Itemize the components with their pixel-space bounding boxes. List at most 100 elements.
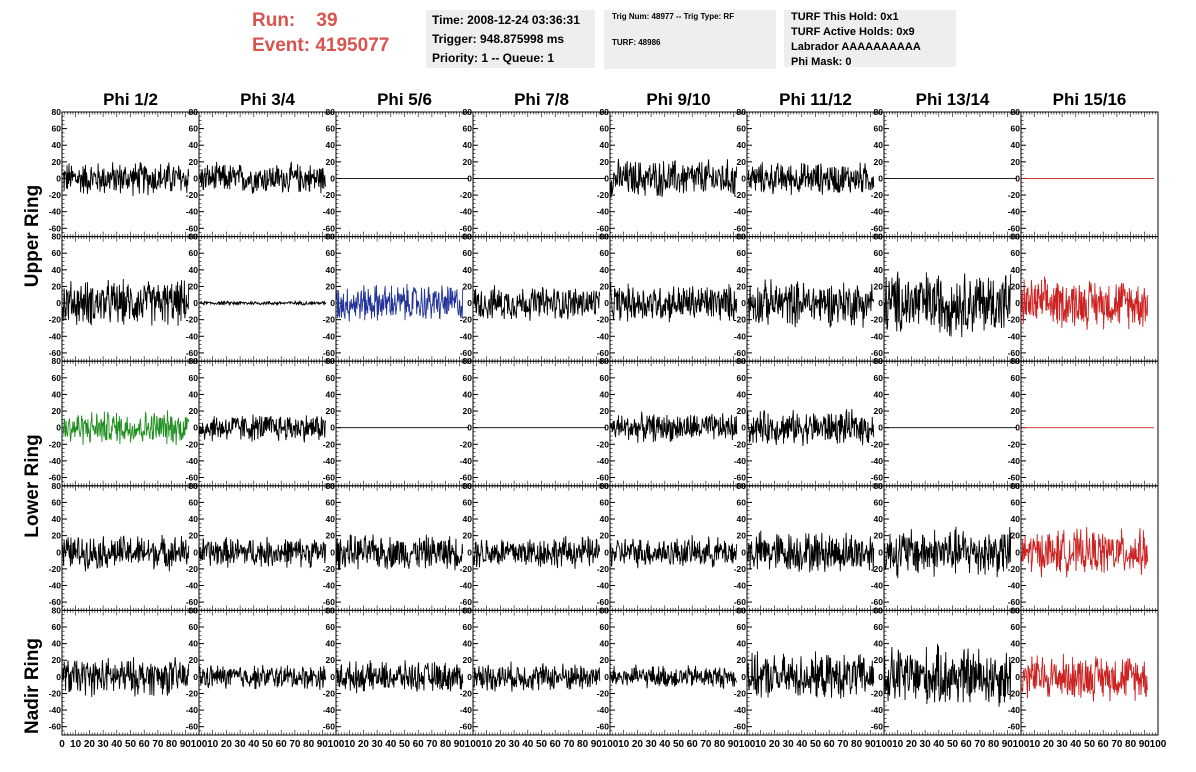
y-tick-label: -20 xyxy=(1008,439,1021,449)
y-tick-label: -40 xyxy=(734,456,747,466)
y-tick-label: 40 xyxy=(600,514,610,524)
panel-frame-r3-c8 xyxy=(1020,360,1159,487)
y-tick-label: 0 xyxy=(56,173,61,183)
waveform-r4-c4 xyxy=(473,535,601,569)
y-tick-label: 80 xyxy=(52,356,62,366)
y-tick-label: 40 xyxy=(52,639,62,649)
y-tick-label: 40 xyxy=(737,140,747,150)
y-tick-label: -60 xyxy=(460,223,473,233)
y-tick-label: 40 xyxy=(1011,514,1021,524)
y-tick-label: 80 xyxy=(874,356,884,366)
y-tick-label: -20 xyxy=(323,315,336,325)
y-tick-label: 60 xyxy=(52,497,62,507)
y-tick-label: 0 xyxy=(741,547,746,557)
y-tick-label: -40 xyxy=(734,580,747,590)
y-tick-label: 0 xyxy=(741,298,746,308)
y-tick-label: 40 xyxy=(463,140,473,150)
y-tick-label: 60 xyxy=(737,373,747,383)
turf-text: TURF: 48986 xyxy=(612,38,661,47)
y-tick-label: 20 xyxy=(326,531,336,541)
y-tick-label: 20 xyxy=(600,157,610,167)
waveform-r3-c5 xyxy=(610,411,738,443)
y-tick-label: 20 xyxy=(737,406,747,416)
y-tick-label: -40 xyxy=(460,207,473,217)
y-tick-label: -20 xyxy=(460,315,473,325)
y-tick-label: -40 xyxy=(871,331,884,341)
y-tick-label: 60 xyxy=(1011,124,1021,134)
y-tick-label: -40 xyxy=(1008,331,1021,341)
y-tick-label: -40 xyxy=(597,207,610,217)
y-tick-label: 40 xyxy=(189,140,199,150)
y-tick-label: 20 xyxy=(463,281,473,291)
y-tick-label: -20 xyxy=(186,439,199,449)
y-tick-label: -20 xyxy=(323,564,336,574)
y-tick-label: 80 xyxy=(326,232,336,242)
y-tick-label: 60 xyxy=(189,373,199,383)
y-tick-label: 20 xyxy=(874,281,884,291)
y-tick-label: 80 xyxy=(52,605,62,615)
panel-frame-r3-c4 xyxy=(472,360,611,487)
waveform-r1-c6 xyxy=(747,162,875,195)
run-label: Run: xyxy=(252,10,296,31)
y-tick-label: 20 xyxy=(189,531,199,541)
y-tick-label: 60 xyxy=(1011,497,1021,507)
y-tick-label: -40 xyxy=(871,207,884,217)
y-tick-label: -20 xyxy=(597,564,610,574)
y-tick-label: -60 xyxy=(1008,348,1021,358)
y-tick-label: -60 xyxy=(734,348,747,358)
y-tick-label: 0 xyxy=(604,173,609,183)
column-title-7: Phi 13/14 xyxy=(916,90,990,109)
y-tick-label: 60 xyxy=(463,124,473,134)
y-tick-label: -40 xyxy=(597,580,610,590)
y-tick-label: -20 xyxy=(49,190,62,200)
y-tick-label: 0 xyxy=(741,423,746,433)
y-tick-label: 60 xyxy=(189,497,199,507)
y-tick-label: 80 xyxy=(326,356,336,366)
y-tick-label: -20 xyxy=(1008,190,1021,200)
y-tick-label: 0 xyxy=(741,173,746,183)
y-tick-label: 60 xyxy=(326,497,336,507)
y-tick-label: -60 xyxy=(1008,472,1021,482)
panel-frame-r1-c4 xyxy=(472,111,611,238)
event-row: Event: 4195077 xyxy=(252,33,422,58)
y-tick-label: -60 xyxy=(597,597,610,607)
y-tick-label: 40 xyxy=(189,389,199,399)
y-tick-label: -20 xyxy=(871,315,884,325)
y-tick-label: 60 xyxy=(874,248,884,258)
run-row: Run: 39 xyxy=(252,8,422,33)
y-tick-label: 0 xyxy=(878,547,883,557)
y-tick-label: 0 xyxy=(1015,298,1020,308)
waveform-r4-c6 xyxy=(747,530,875,573)
y-tick-label: 20 xyxy=(600,531,610,541)
y-tick-label: 80 xyxy=(326,481,336,491)
y-tick-label: 20 xyxy=(874,531,884,541)
turf-this-hold-text: TURF This Hold: 0x1 xyxy=(791,11,899,23)
y-tick-label: -60 xyxy=(323,348,336,358)
y-tick-label: -40 xyxy=(49,705,62,715)
y-tick-label: 60 xyxy=(52,248,62,258)
y-tick-label: 40 xyxy=(189,514,199,524)
y-tick-label: 20 xyxy=(463,531,473,541)
y-tick-label: 60 xyxy=(600,373,610,383)
y-tick-label: -20 xyxy=(597,190,610,200)
y-tick-label: 20 xyxy=(737,157,747,167)
waveform-r2-c4 xyxy=(473,285,601,321)
y-tick-label: 80 xyxy=(189,356,199,366)
y-tick-label: -40 xyxy=(186,331,199,341)
y-tick-label: -60 xyxy=(871,223,884,233)
waveform-r2-c2 xyxy=(199,299,327,307)
y-tick-label: 60 xyxy=(737,124,747,134)
y-tick-label: 40 xyxy=(52,140,62,150)
y-tick-label: 0 xyxy=(467,547,472,557)
y-tick-label: 40 xyxy=(52,265,62,275)
y-tick-label: -20 xyxy=(871,439,884,449)
y-tick-label: 0 xyxy=(56,547,61,557)
waveform-r2-c7 xyxy=(884,271,1012,338)
y-tick-label: 80 xyxy=(189,232,199,242)
y-tick-label: -60 xyxy=(460,597,473,607)
y-tick-label: 20 xyxy=(189,157,199,167)
y-tick-label: 60 xyxy=(737,497,747,507)
y-tick-label: 60 xyxy=(1011,373,1021,383)
y-tick-label: -60 xyxy=(1008,223,1021,233)
